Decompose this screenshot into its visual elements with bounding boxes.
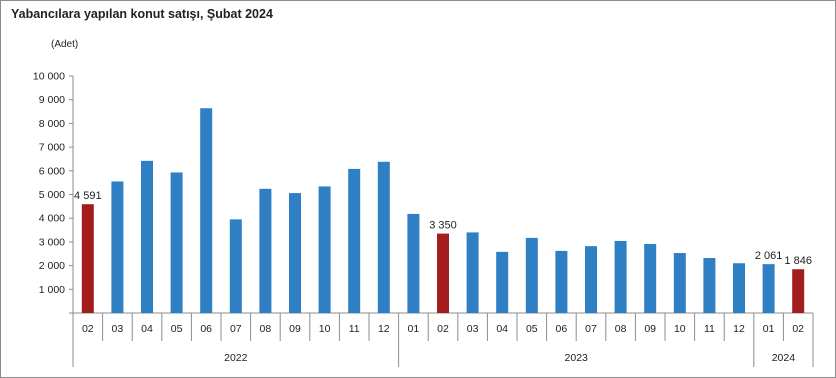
x-tick-label: 06 [200, 323, 212, 335]
bar [318, 186, 331, 313]
x-tick-label: 01 [763, 323, 775, 335]
x-tick-label: 12 [378, 323, 390, 335]
x-tick-label: 02 [792, 323, 804, 335]
bar [496, 251, 509, 313]
y-tick-label: 6 000 [39, 165, 65, 177]
x-tick-label: 02 [437, 323, 449, 335]
x-tick-label: 04 [496, 323, 508, 335]
y-tick-label: 3 000 [39, 236, 65, 248]
bar [259, 188, 272, 313]
data-label: 3 350 [429, 220, 457, 232]
year-label: 2024 [772, 352, 796, 364]
data-label: 1 846 [784, 255, 812, 267]
bar [229, 219, 242, 313]
data-label: 4 591 [74, 190, 102, 202]
y-tick-label: 2 000 [39, 260, 65, 272]
bar [644, 244, 657, 313]
bar [407, 213, 420, 313]
bar [200, 108, 213, 314]
bar [170, 172, 183, 313]
chart-title: Yabancılara yapılan konut satışı, Şubat … [11, 7, 273, 21]
y-tick-label: 4 000 [39, 213, 65, 225]
x-tick-label: 06 [556, 323, 568, 335]
year-label: 2023 [565, 352, 589, 364]
x-tick-label: 10 [319, 323, 331, 335]
bar [733, 263, 745, 313]
year-label: 2022 [224, 352, 248, 364]
x-tick-label: 03 [112, 323, 124, 335]
y-tick-label: 8 000 [39, 118, 65, 130]
x-tick-label: 12 [733, 323, 745, 335]
x-tick-label: 05 [171, 323, 183, 335]
y-tick-label: 9 000 [39, 94, 65, 106]
x-tick-label: 02 [82, 323, 94, 335]
bar [555, 250, 568, 313]
bar [111, 181, 124, 313]
bar-highlight [792, 269, 805, 313]
x-tick-label: 05 [526, 323, 538, 335]
x-tick-label: 03 [467, 323, 479, 335]
y-tick-label: 10 000 [33, 71, 65, 83]
y-axis-unit: (Adet) [51, 39, 79, 50]
bar [141, 160, 153, 313]
x-tick-label: 08 [615, 323, 627, 335]
x-tick-label: 08 [260, 323, 272, 335]
x-tick-label: 09 [644, 323, 656, 335]
y-tick-label: 1 000 [39, 284, 65, 296]
x-tick-label: 11 [704, 323, 715, 335]
bar [762, 264, 775, 313]
bar [348, 168, 361, 313]
data-label: 2 061 [755, 250, 783, 262]
bar [525, 237, 538, 313]
bar [377, 161, 390, 313]
x-tick-label: 07 [585, 323, 597, 335]
bar-highlight [81, 204, 94, 313]
bar [466, 232, 479, 313]
bar-highlight [437, 233, 449, 313]
bar [703, 258, 716, 313]
y-tick-label: 7 000 [39, 142, 65, 154]
bar [585, 246, 597, 313]
x-tick-label: 07 [230, 323, 242, 335]
y-tick-label: 5 000 [39, 189, 65, 201]
x-tick-label: 04 [141, 323, 153, 335]
x-tick-label: 01 [408, 323, 420, 335]
x-tick-label: 10 [674, 323, 686, 335]
bar [614, 240, 627, 313]
bar [673, 253, 686, 313]
bar [289, 193, 301, 313]
x-tick-label: 11 [349, 323, 360, 335]
x-tick-label: 09 [289, 323, 301, 335]
